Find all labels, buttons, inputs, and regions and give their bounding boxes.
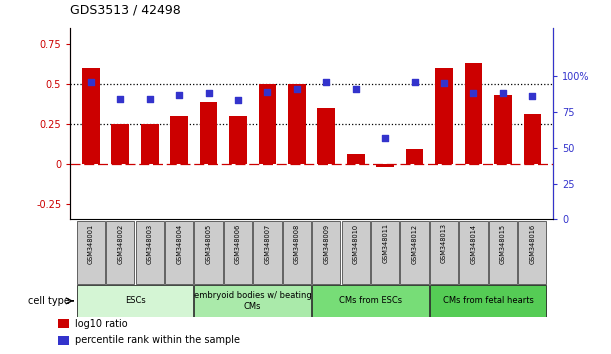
FancyBboxPatch shape	[136, 221, 164, 284]
Text: ESCs: ESCs	[125, 296, 145, 306]
Text: GSM348012: GSM348012	[412, 223, 418, 263]
Point	[292, 86, 302, 92]
Text: log10 ratio: log10 ratio	[75, 319, 127, 329]
FancyBboxPatch shape	[430, 285, 546, 317]
Point	[410, 79, 420, 85]
Bar	[170, 116, 188, 164]
Text: GSM348011: GSM348011	[382, 223, 388, 263]
Bar	[58, 336, 69, 345]
Text: GSM348010: GSM348010	[353, 223, 359, 263]
Text: GSM348002: GSM348002	[117, 223, 123, 264]
Text: GSM348016: GSM348016	[529, 223, 535, 263]
Bar	[347, 154, 365, 164]
Bar	[288, 84, 306, 164]
Point	[469, 91, 478, 96]
Bar	[464, 63, 482, 164]
Bar	[111, 124, 129, 164]
Bar	[258, 84, 276, 164]
Text: GSM348008: GSM348008	[294, 223, 300, 264]
Text: embryoid bodies w/ beating
CMs: embryoid bodies w/ beating CMs	[194, 291, 312, 310]
Point	[115, 96, 125, 102]
Bar	[82, 68, 100, 164]
FancyBboxPatch shape	[194, 221, 223, 284]
Bar	[376, 164, 394, 167]
Bar	[58, 319, 69, 328]
FancyBboxPatch shape	[254, 221, 282, 284]
FancyBboxPatch shape	[165, 221, 193, 284]
FancyBboxPatch shape	[459, 221, 488, 284]
FancyBboxPatch shape	[312, 285, 429, 317]
FancyBboxPatch shape	[283, 221, 311, 284]
FancyBboxPatch shape	[77, 221, 105, 284]
Point	[86, 79, 96, 85]
FancyBboxPatch shape	[489, 221, 517, 284]
Bar	[141, 124, 159, 164]
Text: GSM348014: GSM348014	[470, 223, 477, 263]
Bar	[406, 149, 423, 164]
Text: GSM348006: GSM348006	[235, 223, 241, 264]
FancyBboxPatch shape	[106, 221, 134, 284]
Text: GSM348009: GSM348009	[323, 223, 329, 263]
FancyBboxPatch shape	[371, 221, 400, 284]
Bar	[318, 108, 335, 164]
FancyBboxPatch shape	[312, 221, 340, 284]
Point	[321, 79, 331, 85]
Text: GSM348015: GSM348015	[500, 223, 506, 263]
Text: CMs from ESCs: CMs from ESCs	[339, 296, 402, 306]
Point	[145, 96, 155, 102]
Text: GSM348013: GSM348013	[441, 223, 447, 263]
Point	[263, 89, 273, 95]
Point	[380, 135, 390, 141]
Text: cell type: cell type	[27, 296, 70, 306]
FancyBboxPatch shape	[224, 221, 252, 284]
Text: GSM348007: GSM348007	[265, 223, 271, 264]
Text: percentile rank within the sample: percentile rank within the sample	[75, 335, 240, 345]
Text: GSM348005: GSM348005	[205, 223, 211, 264]
Text: GSM348004: GSM348004	[176, 223, 182, 264]
FancyBboxPatch shape	[194, 285, 311, 317]
Text: GSM348001: GSM348001	[88, 223, 94, 263]
Bar	[494, 95, 512, 164]
FancyBboxPatch shape	[518, 221, 546, 284]
Bar	[524, 114, 541, 164]
Text: GSM348003: GSM348003	[147, 223, 153, 263]
FancyBboxPatch shape	[400, 221, 429, 284]
Point	[351, 86, 360, 92]
Bar	[435, 68, 453, 164]
Point	[233, 98, 243, 103]
Point	[527, 93, 537, 99]
FancyBboxPatch shape	[77, 285, 193, 317]
FancyBboxPatch shape	[342, 221, 370, 284]
FancyBboxPatch shape	[430, 221, 458, 284]
Text: GDS3513 / 42498: GDS3513 / 42498	[70, 4, 181, 17]
Bar	[229, 116, 247, 164]
Point	[498, 91, 508, 96]
Point	[174, 92, 184, 98]
Bar	[200, 102, 218, 164]
Point	[203, 91, 213, 96]
Point	[439, 80, 449, 86]
Text: CMs from fetal hearts: CMs from fetal hearts	[443, 296, 533, 306]
